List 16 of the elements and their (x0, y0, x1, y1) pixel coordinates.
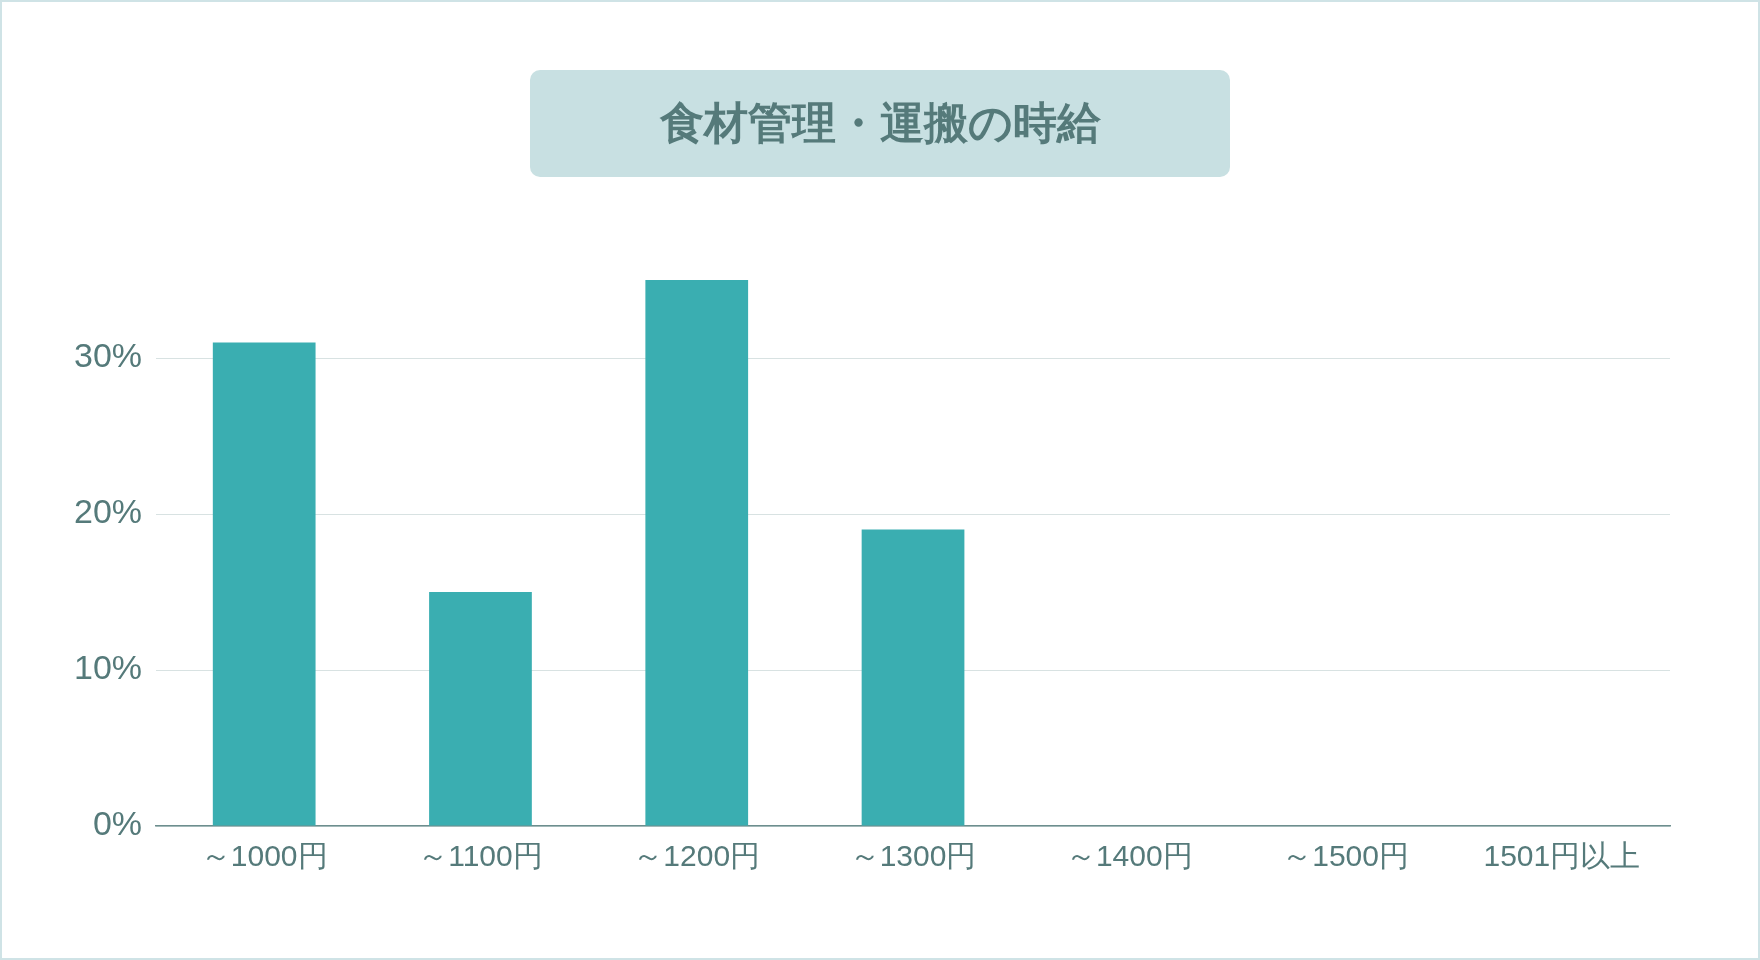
x-tick-label: ～1400円 (1065, 839, 1193, 873)
chart-title: 食材管理・運搬の時給 (530, 70, 1230, 177)
bar (645, 280, 749, 826)
bar (212, 342, 316, 826)
bar (429, 592, 532, 826)
x-tick-label: ～1200円 (633, 839, 761, 873)
y-tick-label: 20% (73, 492, 143, 531)
x-tick-label: ～1100円 (418, 839, 543, 873)
x-tick-label: ～1500円 (1282, 839, 1409, 873)
y-tick-label: 0% (92, 804, 143, 843)
y-tick-label: 30% (73, 336, 143, 375)
x-tick-label: 1501円以上 (1483, 839, 1641, 873)
bar (861, 529, 965, 826)
x-tick-label: ～1300円 (849, 839, 977, 873)
x-tick-label: ～1000円 (200, 839, 328, 873)
y-tick-label: 10% (73, 648, 143, 687)
